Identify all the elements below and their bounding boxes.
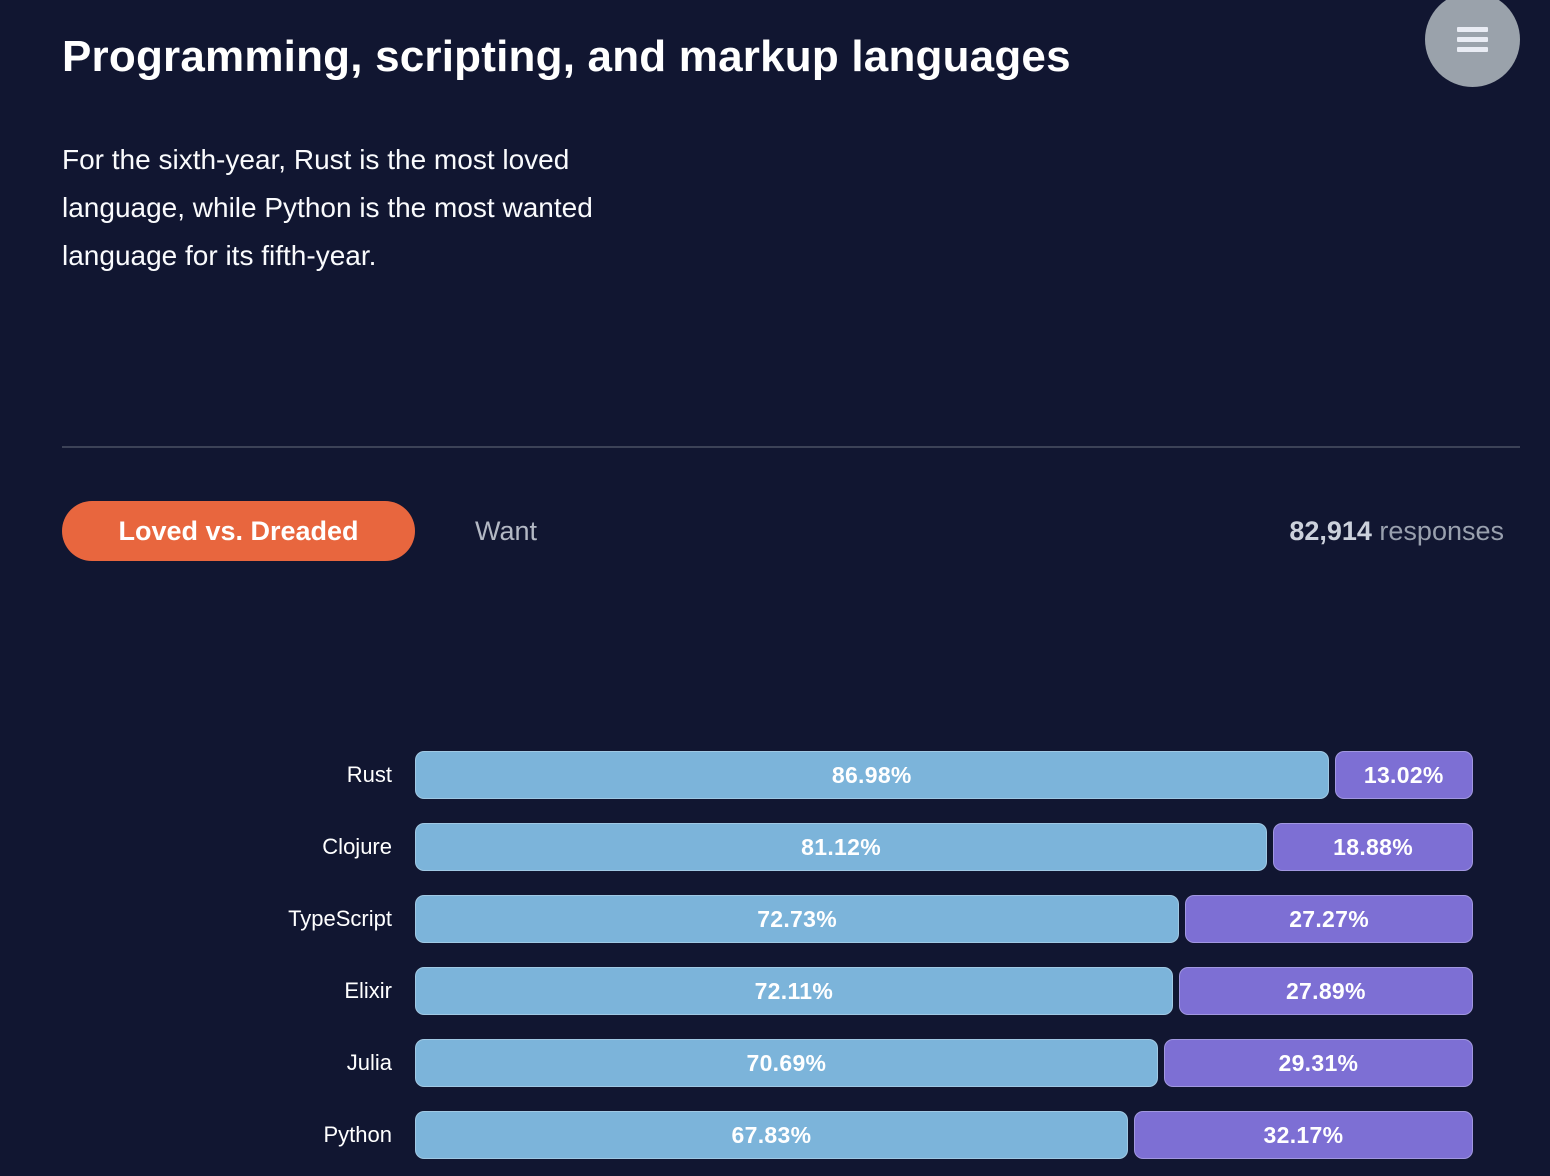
- intro-text: For the sixth-year, Rust is the most lov…: [62, 136, 762, 280]
- bar-group: 81.12% 18.88%: [415, 823, 1473, 871]
- bar-group: 67.83% 32.17%: [415, 1111, 1473, 1159]
- bar-value-label: 13.02%: [1363, 761, 1444, 788]
- chart-row-rust: Rust 86.98% 13.02%: [62, 751, 1473, 799]
- bar-segment-dreaded[interactable]: 18.88%: [1273, 823, 1473, 871]
- language-label: TypeScript: [288, 906, 392, 931]
- bar-group: 72.11% 27.89%: [415, 967, 1473, 1015]
- bar-value-label: 72.11%: [754, 977, 834, 1004]
- chart-row-clojure: Clojure 81.12% 18.88%: [62, 823, 1473, 871]
- responses-number: 82,914: [1289, 515, 1372, 546]
- bar-value-label: 72.73%: [757, 905, 837, 932]
- bar-segment-dreaded[interactable]: 27.89%: [1178, 967, 1473, 1015]
- bar-value-label: 70.69%: [746, 1049, 827, 1076]
- bar-value-label: 27.27%: [1289, 905, 1369, 932]
- menu-button[interactable]: [1425, 0, 1520, 87]
- header: Programming, scripting, and markup langu…: [62, 0, 1520, 87]
- page-title: Programming, scripting, and markup langu…: [62, 32, 1071, 81]
- language-label: Elixir: [344, 978, 392, 1003]
- bar-segment-dreaded[interactable]: 29.31%: [1163, 1039, 1473, 1087]
- tab-bar: Loved vs. Dreaded Want 82,914 responses: [62, 501, 1520, 561]
- bar-value-label: 18.88%: [1333, 833, 1413, 860]
- tab-loved-vs-dreaded[interactable]: Loved vs. Dreaded: [62, 501, 415, 561]
- hamburger-icon: [1457, 27, 1488, 52]
- chart-row-julia: Julia 70.69% 29.31%: [62, 1039, 1473, 1087]
- bar-group: 70.69% 29.31%: [415, 1039, 1473, 1087]
- bar-segment-loved[interactable]: 67.83%: [415, 1111, 1128, 1159]
- bar-group: 72.73% 27.27%: [415, 895, 1473, 943]
- bar-value-label: 86.98%: [831, 761, 912, 788]
- tab-want[interactable]: Want: [475, 515, 538, 546]
- bar-value-label: 29.31%: [1278, 1049, 1359, 1076]
- bar-group: 86.98% 13.02%: [415, 751, 1473, 799]
- chart-row-typescript: TypeScript 72.73% 27.27%: [62, 895, 1473, 943]
- bar-segment-loved[interactable]: 81.12%: [415, 823, 1268, 871]
- bar-value-label: 27.89%: [1285, 977, 1366, 1004]
- language-label: Rust: [346, 762, 392, 787]
- bar-segment-loved[interactable]: 72.11%: [415, 967, 1173, 1015]
- intro-line-1: For the sixth-year, Rust is the most lov…: [62, 144, 570, 175]
- bar-segment-dreaded[interactable]: 13.02%: [1334, 751, 1473, 799]
- bar-segment-dreaded[interactable]: 27.27%: [1185, 895, 1473, 943]
- chart-row-python: Python 67.83% 32.17%: [62, 1111, 1473, 1159]
- intro-line-2: language, while Python is the most wante…: [62, 192, 593, 223]
- bar-segment-loved[interactable]: 70.69%: [415, 1039, 1158, 1087]
- bar-value-label: 32.17%: [1263, 1121, 1344, 1148]
- intro-line-3: language for its fifth-year.: [62, 240, 377, 271]
- bar-value-label: 81.12%: [801, 833, 881, 860]
- bar-segment-dreaded[interactable]: 32.17%: [1133, 1111, 1473, 1159]
- chart-row-elixir: Elixir 72.11% 27.89%: [62, 967, 1473, 1015]
- bar-segment-loved[interactable]: 72.73%: [415, 895, 1180, 943]
- responses-count: 82,914 responses: [1289, 516, 1520, 547]
- bar-value-label: 67.83%: [731, 1121, 812, 1148]
- language-label: Julia: [346, 1050, 392, 1075]
- language-label: Python: [323, 1122, 393, 1147]
- responses-label: responses: [1379, 515, 1504, 546]
- language-label: Clojure: [322, 834, 392, 859]
- chart: Rust 86.98% 13.02% Clojure 81.12% 18.88% TypeS…: [62, 751, 1473, 1159]
- bar-segment-loved[interactable]: 86.98%: [415, 751, 1329, 799]
- section-divider: [62, 446, 1520, 448]
